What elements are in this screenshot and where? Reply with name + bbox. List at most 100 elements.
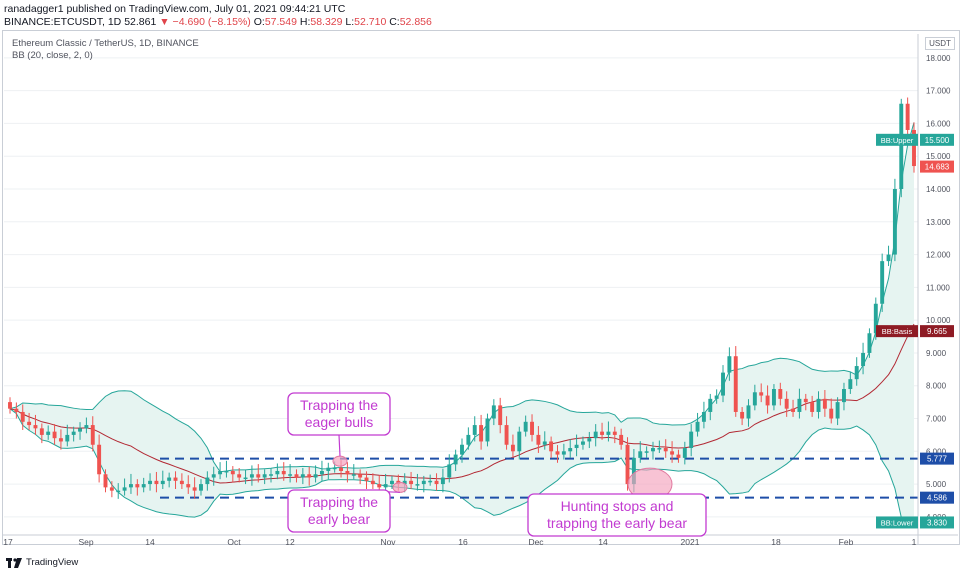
candle-body[interactable] — [447, 464, 452, 478]
candle-body[interactable] — [625, 444, 630, 485]
candle-body[interactable] — [409, 480, 414, 485]
candle-body[interactable] — [479, 425, 484, 442]
candle-body[interactable] — [695, 421, 700, 432]
candle-body[interactable] — [307, 474, 312, 478]
candle-body[interactable] — [415, 484, 420, 486]
candle-body[interactable] — [453, 454, 458, 465]
candle-body[interactable] — [370, 480, 375, 485]
candle-body[interactable] — [14, 408, 19, 412]
candle-body[interactable] — [148, 480, 153, 485]
candle-body[interactable] — [262, 474, 267, 478]
candle-body[interactable] — [854, 366, 859, 380]
candle-body[interactable] — [816, 398, 821, 412]
candle-body[interactable] — [249, 474, 254, 478]
candle-body[interactable] — [90, 425, 95, 445]
candle-body[interactable] — [631, 457, 636, 485]
candle-body[interactable] — [606, 431, 611, 435]
candle-body[interactable] — [689, 431, 694, 449]
candle-body[interactable] — [122, 487, 127, 491]
candle-body[interactable] — [421, 480, 426, 485]
candle-body[interactable] — [466, 434, 471, 445]
candle-body[interactable] — [173, 477, 178, 481]
candle-body[interactable] — [84, 425, 89, 429]
candle-body[interactable] — [128, 484, 133, 488]
candle-body[interactable] — [199, 484, 203, 491]
candle-body[interactable] — [326, 467, 331, 471]
candle-body[interactable] — [160, 480, 165, 485]
candle-body[interactable] — [179, 480, 184, 485]
price-tag-box[interactable] — [920, 133, 954, 146]
candle-body[interactable] — [530, 421, 534, 435]
price-tag-box[interactable] — [920, 160, 954, 173]
candle-body[interactable] — [97, 444, 102, 475]
candle-body[interactable] — [555, 451, 560, 455]
candle-body[interactable] — [116, 490, 121, 493]
candle-body[interactable] — [771, 389, 776, 406]
candle-body[interactable] — [27, 421, 32, 426]
candle-body[interactable] — [275, 470, 280, 475]
candle-body[interactable] — [580, 441, 585, 445]
candle-body[interactable] — [135, 484, 140, 488]
price-tag-box[interactable] — [920, 325, 954, 338]
candle-body[interactable] — [657, 448, 662, 450]
candle-body[interactable] — [912, 129, 916, 167]
candle-body[interactable] — [377, 484, 382, 488]
candle-body[interactable] — [428, 480, 433, 483]
candle-body[interactable] — [797, 398, 802, 412]
candle-body[interactable] — [759, 392, 764, 396]
candle-body[interactable] — [644, 451, 649, 453]
candle-body[interactable] — [517, 431, 522, 452]
candle-body[interactable] — [300, 474, 305, 478]
candle-body[interactable] — [498, 405, 503, 426]
candle-body[interactable] — [243, 477, 248, 480]
candle-body[interactable] — [256, 474, 261, 478]
candle-body[interactable] — [663, 448, 668, 452]
callout-box[interactable] — [287, 489, 391, 533]
currency-label[interactable]: USDT — [925, 37, 955, 50]
candle-body[interactable] — [822, 398, 827, 409]
candle-body[interactable] — [167, 477, 172, 481]
candle-body[interactable] — [237, 474, 242, 478]
candle-body[interactable] — [103, 474, 108, 488]
candle-body[interactable] — [612, 431, 617, 435]
candle-body[interactable] — [587, 438, 592, 442]
candle-body[interactable] — [619, 434, 624, 445]
candle-body[interactable] — [345, 470, 350, 475]
price-tag-label-box[interactable] — [876, 133, 918, 146]
candle-body[interactable] — [848, 379, 853, 390]
candle-body[interactable] — [402, 480, 407, 485]
candle-body[interactable] — [682, 448, 687, 458]
candle-body[interactable] — [651, 448, 655, 452]
candle-body[interactable] — [434, 480, 439, 485]
candle-body[interactable] — [593, 431, 598, 439]
candle-body[interactable] — [339, 467, 344, 471]
candle-body[interactable] — [211, 474, 216, 478]
candle-body[interactable] — [810, 402, 815, 412]
candle-body[interactable] — [383, 484, 388, 488]
candle-body[interactable] — [561, 451, 566, 455]
legend-indicator[interactable]: BB (20, close, 2, 0) — [12, 50, 93, 61]
candle-body[interactable] — [485, 418, 490, 442]
candle-body[interactable] — [364, 477, 369, 481]
candle-body[interactable] — [33, 425, 38, 429]
candle-body[interactable] — [78, 428, 82, 432]
candle-body[interactable] — [218, 470, 223, 475]
candle-body[interactable] — [600, 431, 605, 435]
candle-body[interactable] — [358, 474, 363, 478]
price-tag-box[interactable] — [920, 491, 954, 504]
candle-body[interactable] — [351, 474, 356, 476]
candle-body[interactable] — [186, 484, 191, 488]
candle-body[interactable] — [727, 356, 732, 373]
candle-body[interactable] — [460, 444, 464, 455]
candle-body[interactable] — [638, 451, 643, 458]
candle-body[interactable] — [294, 474, 299, 478]
candle-body[interactable] — [154, 480, 159, 485]
candle-body[interactable] — [504, 425, 509, 445]
candle-body[interactable] — [701, 411, 706, 422]
candle-body[interactable] — [670, 451, 675, 455]
candle-body[interactable] — [52, 431, 57, 439]
candle-body[interactable] — [861, 352, 866, 367]
candle-body[interactable] — [867, 333, 872, 353]
candle-body[interactable] — [523, 421, 528, 432]
